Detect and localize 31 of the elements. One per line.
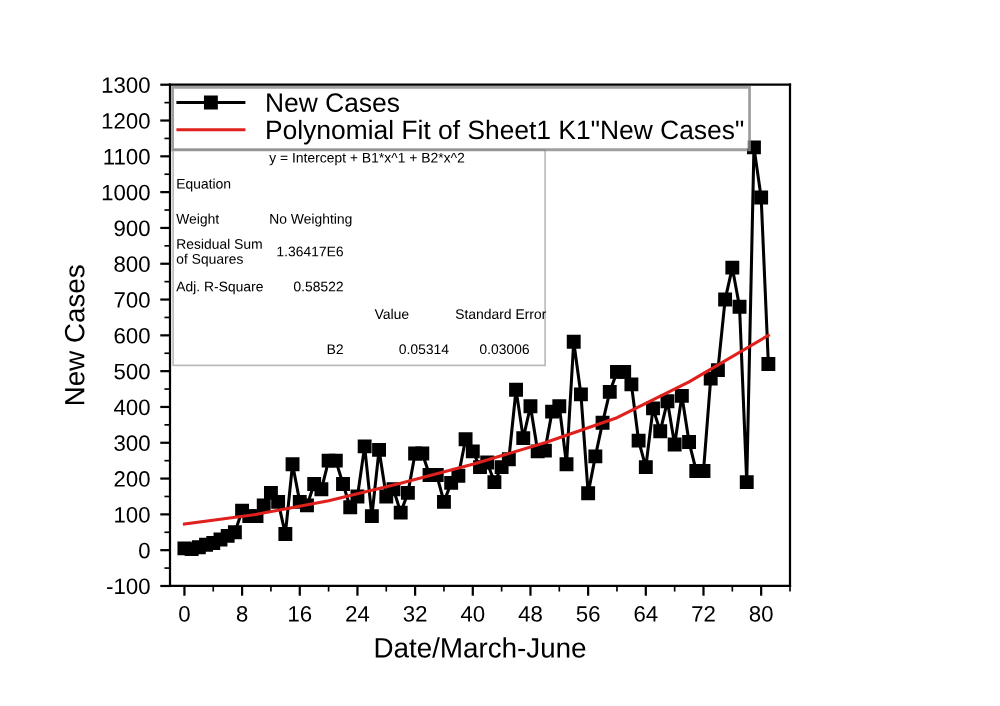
- y-tick-label: 600: [114, 327, 150, 344]
- x-tick-label: 56: [576, 606, 600, 622]
- x-axis-title: Date/March-June: [375, 637, 586, 658]
- y-tick-label: 300: [114, 435, 150, 452]
- x-tick-label: 16: [289, 606, 312, 622]
- y-tick-label: 100: [115, 506, 150, 523]
- y-tick-label: 1200: [102, 113, 150, 129]
- x-tick-label: 40: [460, 606, 485, 622]
- x-tick-label: 72: [692, 606, 715, 622]
- y-tick-label: 400: [113, 399, 150, 416]
- x-tick-label: 24: [346, 606, 370, 622]
- y-tick-label: 900: [114, 220, 150, 237]
- x-tick-label: 80: [749, 606, 773, 622]
- y-tick-label: 800: [114, 256, 150, 273]
- y-tick-label: 1000: [102, 184, 150, 201]
- legend-label: New Cases: [267, 93, 399, 113]
- y-tick-label: 1300: [102, 77, 150, 93]
- legend-label: Polynomial Fit of Sheet1 K1"New Cases": [267, 119, 744, 145]
- x-tick-label: 48: [518, 606, 542, 622]
- y-tick-label: 0: [139, 542, 150, 559]
- x-tick-label: 64: [634, 606, 658, 622]
- y-tick-label: 700: [114, 292, 150, 308]
- y-tick-label: -100: [107, 578, 150, 595]
- x-tick-label: 32: [403, 606, 427, 622]
- x-tick-label: 8: [236, 606, 248, 622]
- y-tick-label: 1100: [104, 148, 150, 165]
- y-axis-title: New Cases: [64, 265, 85, 405]
- line-series: [182, 333, 770, 526]
- y-tick-label: 200: [114, 471, 150, 487]
- x-tick-label: 0: [179, 606, 190, 622]
- y-tick-label: 500: [114, 363, 150, 380]
